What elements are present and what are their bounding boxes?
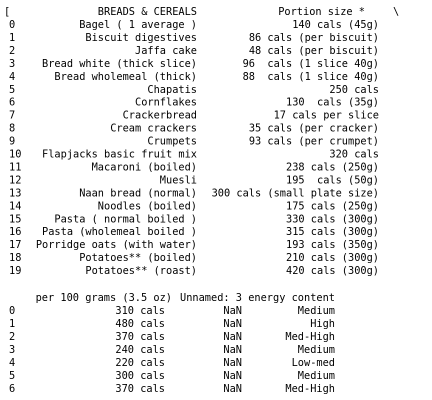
food-name: Bagel ( 1 average ) [79,19,197,31]
food-name: Cream crackers [110,123,197,135]
row-index: 4 [9,71,15,83]
row-index: 0 [9,305,15,317]
food-name: Crumpets [147,136,197,148]
row-index: 1 [9,318,15,330]
row-index: 5 [9,84,15,96]
portion-size: 86 cals (per biscuit) [249,32,379,44]
row-index: 0 [9,19,15,31]
row-index: 10 [9,149,21,161]
row-index: 11 [9,161,21,173]
unnamed-value: NaN [223,370,242,382]
energy-content: Med-High [285,383,335,395]
row-index: 19 [9,265,21,277]
portion-size: 93 cals (per crumpet) [249,136,379,148]
row-index: 9 [9,136,15,148]
calories-per-100g: 310 cals [115,305,165,317]
food-name: Cornflakes [135,97,197,109]
energy-content: Low-med [292,357,335,369]
portion-size: 17 cals per slice [274,110,379,122]
portion-size: 175 cals (250g) [286,200,379,212]
row-index: 5 [9,370,15,382]
row-index: 2 [9,331,15,343]
calories-per-100g: 240 cals [115,344,165,356]
portion-size: 320 cals [329,149,379,161]
food-name: Potatoes** (boiled) [79,252,197,264]
food-name: Chapatis [147,84,197,96]
row-index: 6 [9,383,15,395]
energy-content: High [310,318,335,330]
row-index: 4 [9,357,15,369]
food-name: Muesli [160,174,197,186]
portion-size: 238 cals (250g) [286,161,379,173]
food-name: Bread wholemeal (thick) [54,71,197,83]
calories-per-100g: 220 cals [115,357,165,369]
food-name: Bread white (thick slice) [42,58,197,70]
row-index: 3 [9,344,15,356]
unnamed-value: NaN [223,383,242,395]
unnamed-value: NaN [223,357,242,369]
portion-size: 300 cals (small plate size) [212,187,379,199]
column-header: Portion size * [278,6,365,18]
food-name: Jaffa cake [135,45,197,57]
food-name: Flapjacks basic fruit mix [42,149,197,161]
energy-content: Medium [298,344,335,356]
row-index: 15 [9,213,21,225]
food-name: Noodles (boiled) [98,200,197,212]
portion-size: 140 cals (45g) [292,19,379,31]
food-name: Pasta (wholemeal boiled ) [42,226,197,238]
portion-size: 88 cals (1 slice 40g) [243,71,379,83]
calories-per-100g: 370 cals [115,331,165,343]
portion-size: 420 cals (300g) [286,265,379,277]
row-index: 18 [9,252,21,264]
portion-size: 48 cals (per biscuit) [249,45,379,57]
energy-content: Medium [298,305,335,317]
row-index: 14 [9,200,21,212]
row-index: 17 [9,239,21,251]
unnamed-value: NaN [223,318,242,330]
calories-per-100g: 480 cals [115,318,165,330]
column-header: per 100 grams (3.5 oz) [36,292,172,304]
unnamed-value: NaN [223,344,242,356]
unnamed-value: NaN [223,331,242,343]
row-index: 16 [9,226,21,238]
column-header: Unnamed: 3 [180,292,242,304]
row-index: 8 [9,123,15,135]
portion-size: 193 cals (350g) [286,239,379,251]
portion-size: 210 cals (300g) [286,252,379,264]
row-index: 7 [9,110,15,122]
portion-size: 35 cals (per cracker) [249,123,379,135]
row-index: 1 [9,32,15,44]
food-name: Porridge oats (with water) [36,239,197,251]
food-name: Biscuit digestives [85,32,197,44]
row-index: 6 [9,97,15,109]
row-index: 13 [9,187,21,199]
column-header: BREADS & CEREALS [98,6,197,18]
row-index: 12 [9,174,21,186]
portion-size: 250 cals [329,84,379,96]
portion-size: 96 cals (1 slice 40g) [243,58,379,70]
portion-size: 195 cals (50g) [286,174,379,186]
energy-content: Med-High [285,331,335,343]
row-index: 3 [9,58,15,70]
unnamed-value: NaN [223,305,242,317]
food-name: Pasta ( normal boiled ) [54,213,197,225]
continuation-mark: \ [393,6,399,18]
food-name: Naan bread (normal) [79,187,197,199]
calories-per-100g: 370 cals [115,383,165,395]
column-header: energy content [248,292,335,304]
energy-content: Medium [298,370,335,382]
food-name: Crackerbread [123,110,197,122]
portion-size: 130 cals (35g) [286,97,379,109]
calories-per-100g: 300 cals [115,370,165,382]
food-name: Potatoes** (roast) [85,265,197,277]
food-name: Macaroni (boiled) [92,161,197,173]
row-index: 2 [9,45,15,57]
open-bracket: [ [4,6,10,18]
portion-size: 315 cals (300g) [286,226,379,238]
portion-size: 330 cals (300g) [286,213,379,225]
